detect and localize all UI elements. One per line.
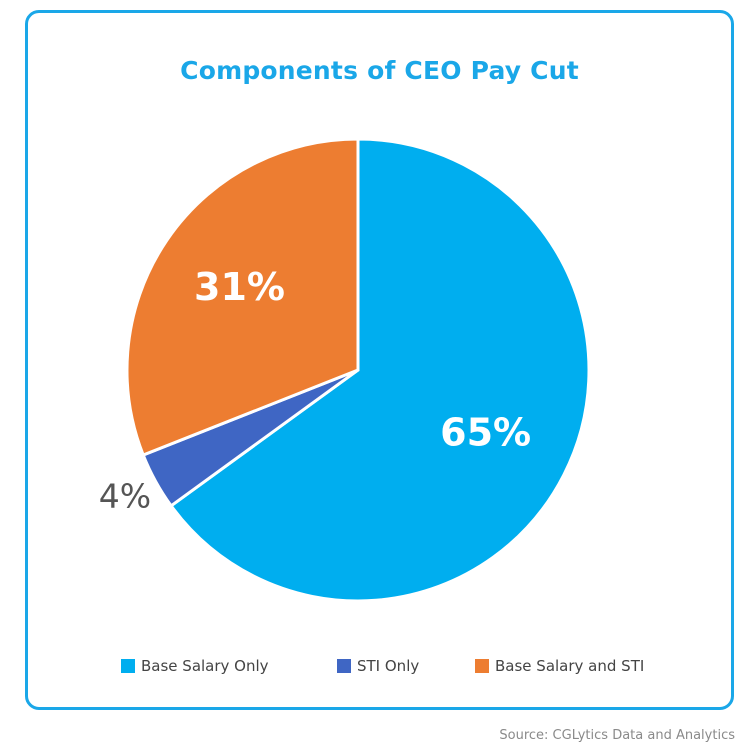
- legend-swatch-base-salary-only: [121, 659, 135, 673]
- legend-item-base-salary-and-sti: Base Salary and STI: [475, 657, 644, 675]
- chart-title: Components of CEO Pay Cut: [180, 56, 579, 85]
- source-note: Source: CGLytics Data and Analytics: [499, 728, 735, 743]
- legend-label-sti-only: STI Only: [357, 657, 420, 675]
- legend-swatch-base-salary-and-sti: [475, 659, 489, 673]
- legend-item-base-salary-only: Base Salary Only: [121, 657, 269, 675]
- legend-item-sti-only: STI Only: [337, 657, 419, 675]
- chart-card: Components of CEO Pay Cut: [25, 10, 734, 710]
- legend: Base Salary Only STI Only Base Salary an…: [0, 657, 749, 681]
- legend-swatch-sti-only: [337, 659, 351, 673]
- legend-label-base-salary-and-sti: Base Salary and STI: [495, 657, 645, 675]
- legend-label-base-salary-only: Base Salary Only: [141, 657, 269, 675]
